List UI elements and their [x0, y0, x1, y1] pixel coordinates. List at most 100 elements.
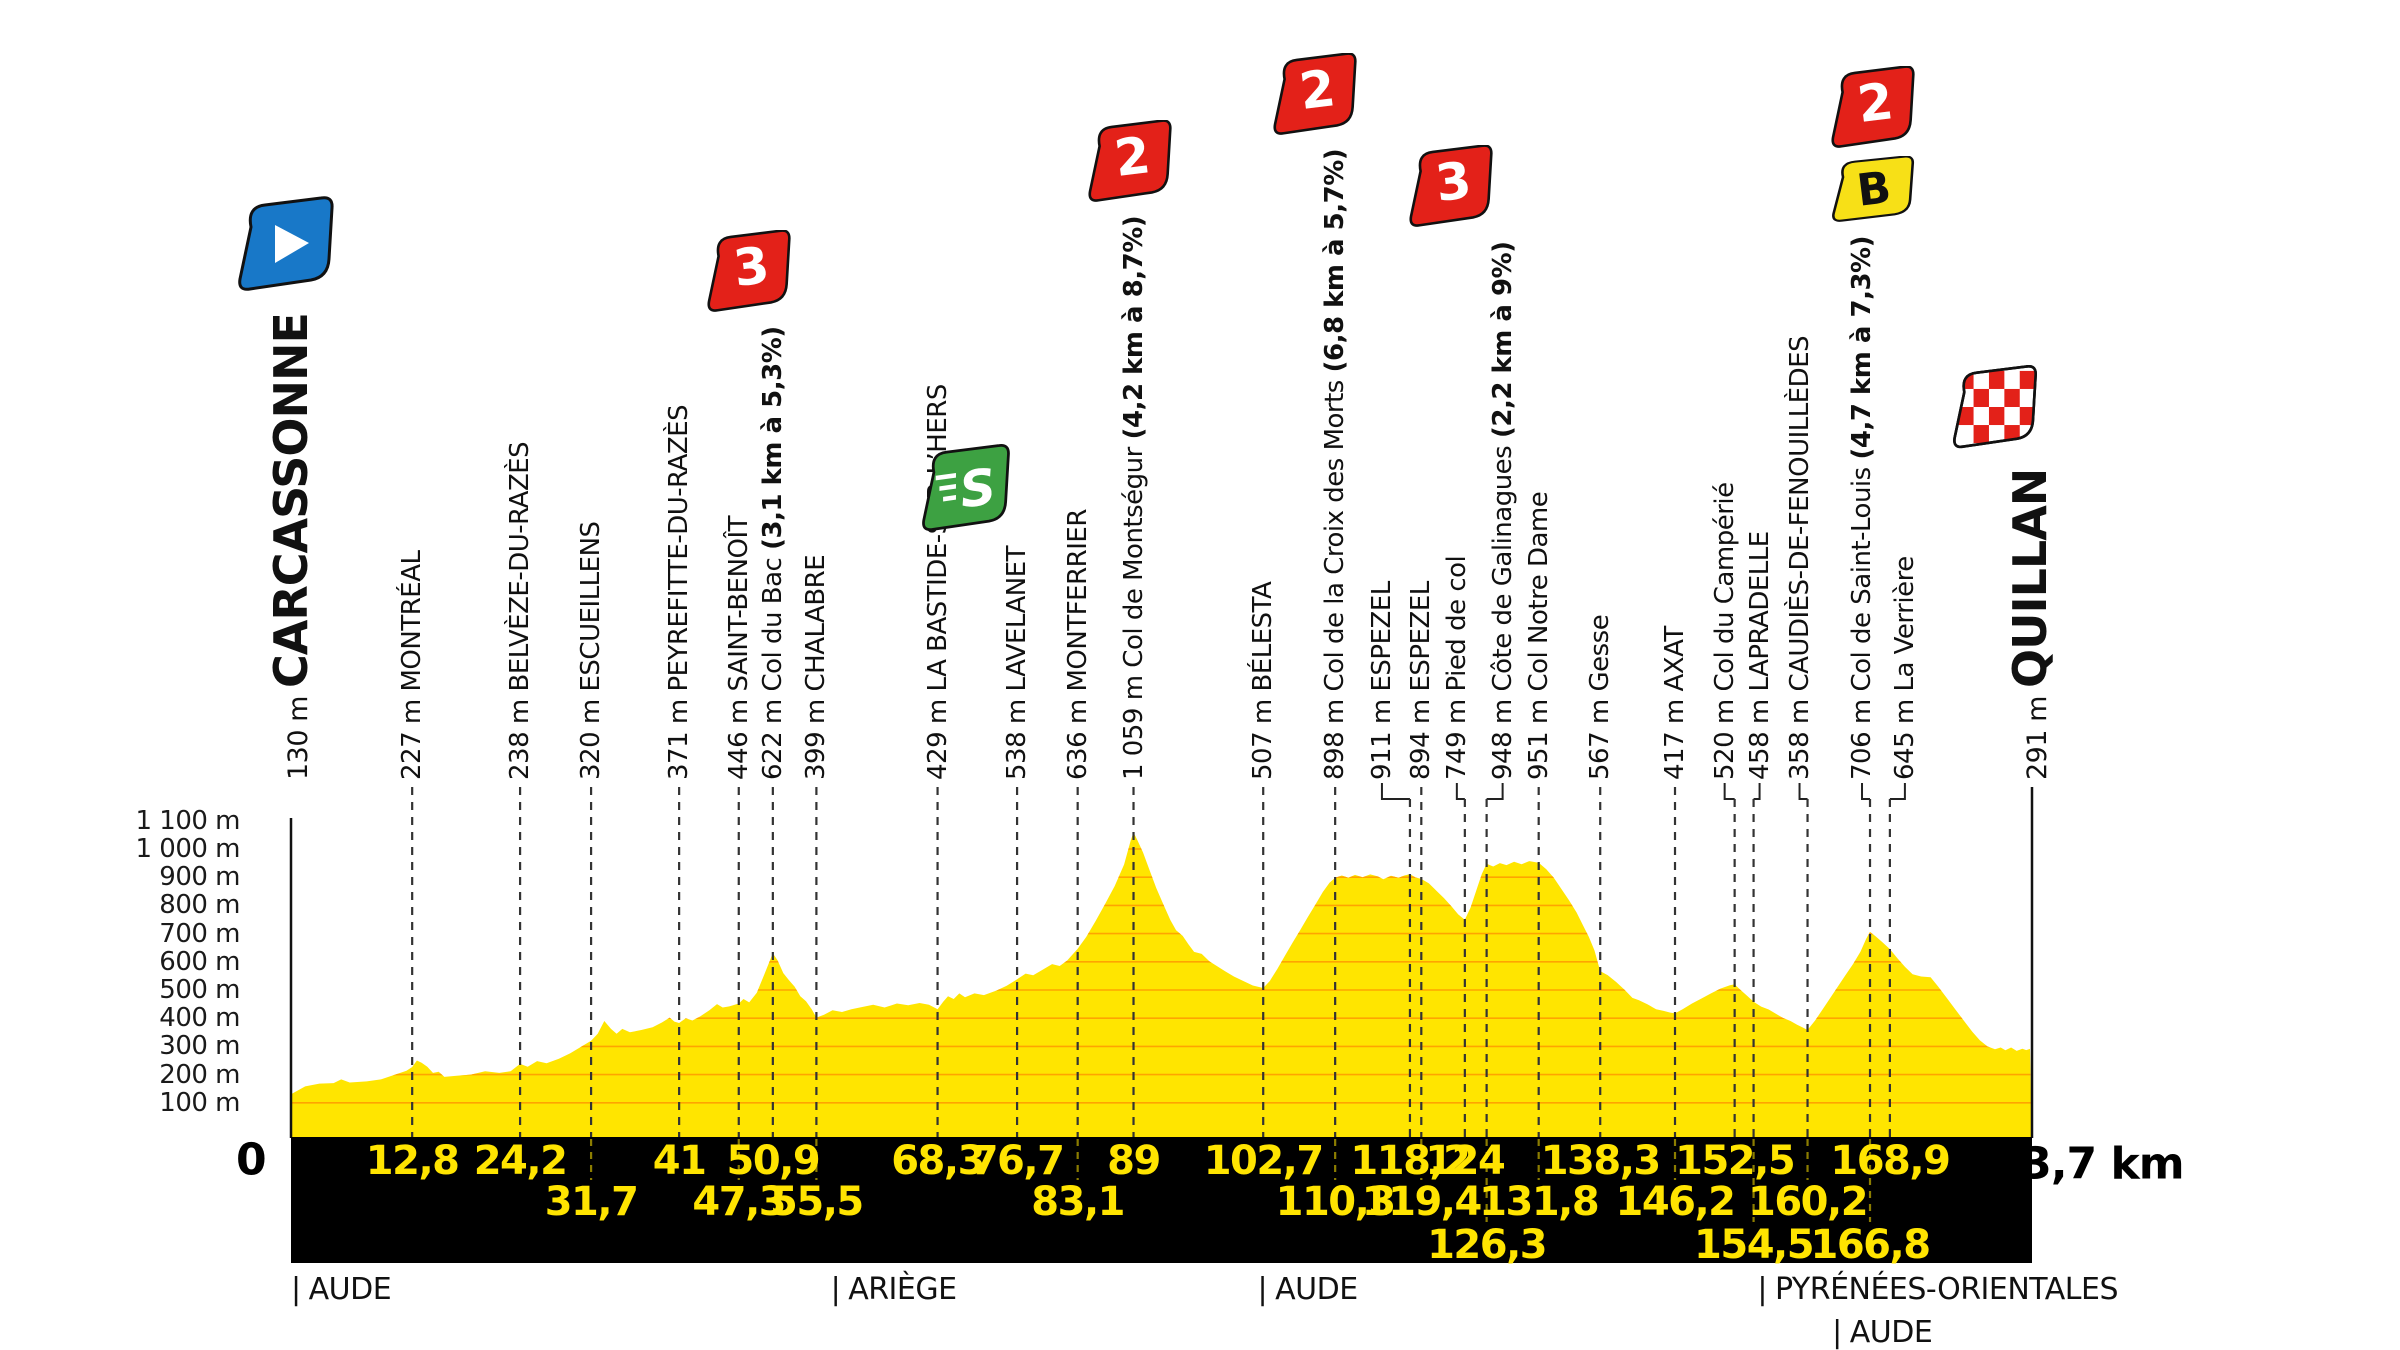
- y-axis-tick: 400 m: [159, 1003, 240, 1034]
- waypoint-name: LAVELANET: [1002, 545, 1033, 692]
- svg-text:2: 2: [1854, 71, 1896, 134]
- waypoint-altitude: 948 m: [1487, 691, 1518, 780]
- waypoint-altitude: 636 m: [1062, 691, 1093, 780]
- waypoint-name: AXAT: [1660, 626, 1690, 692]
- climb-detail: (4,2 km à 8,7%): [1118, 215, 1149, 440]
- km-tick-label: 126,3: [1427, 1222, 1548, 1268]
- waypoint-altitude: 238 m: [505, 691, 536, 780]
- waypoint-altitude: 749 m: [1441, 691, 1472, 780]
- waypoint-altitude: 645 m: [1889, 691, 1920, 780]
- waypoint-altitude: 622 m: [757, 691, 788, 780]
- km-tick-label: 168,9: [1830, 1138, 1951, 1184]
- waypoint-altitude: 130 m: [283, 687, 314, 780]
- bonus-seconds-badge: B: [1831, 156, 1917, 222]
- y-axis-tick: 700 m: [159, 918, 240, 949]
- waypoint-name: Gesse: [1585, 614, 1616, 692]
- start-flag-icon: [237, 195, 337, 293]
- svg-text:2: 2: [1111, 125, 1153, 188]
- waypoint-name: La Verrière: [1889, 556, 1920, 692]
- km-tick-label: 138,3: [1540, 1138, 1662, 1184]
- total-distance-label: 183,7 km: [1962, 1138, 2185, 1190]
- km-tick-label: 154,5: [1694, 1222, 1815, 1268]
- department-label: | PYRÉNÉES-ORIENTALES: [1757, 1272, 2118, 1307]
- km-tick-label: 55,5: [770, 1179, 864, 1225]
- km-tick-label: 166,8: [1810, 1222, 1932, 1268]
- waypoint-name: ESCUEILLENS: [576, 521, 607, 692]
- km-tick-label: 124: [1425, 1138, 1506, 1184]
- waypoint-altitude: 358 m: [1784, 691, 1815, 780]
- category-2-badge: 2: [1087, 120, 1175, 202]
- department-name: ARIÈGE: [848, 1272, 957, 1307]
- elevation-profile: [291, 832, 2032, 1137]
- department-label: | AUDE: [1832, 1315, 1933, 1350]
- waypoint-altitude: 371 m: [664, 691, 695, 780]
- km-tick-label: 68,3: [891, 1138, 985, 1184]
- department-name: AUDE: [1849, 1315, 1933, 1350]
- km-tick-label: 76,7: [970, 1138, 1065, 1184]
- km-tick-label: 31,7: [544, 1179, 639, 1225]
- km-tick-label: 110,3: [1275, 1179, 1397, 1225]
- waypoint-altitude: 1 059 m: [1118, 667, 1149, 780]
- svg-text:S: S: [957, 458, 1000, 520]
- waypoint-altitude: 227 m: [397, 691, 428, 780]
- y-axis-tick: 200 m: [159, 1059, 240, 1090]
- y-axis-tick: 500 m: [159, 975, 240, 1005]
- y-axis-tick: 900 m: [159, 862, 240, 893]
- waypoint-name: Côte de Galinagues: [1487, 438, 1518, 692]
- department-label: | ARIÈGE: [831, 1272, 957, 1307]
- svg-text:3: 3: [730, 235, 772, 298]
- waypoint-altitude: 417 m: [1660, 691, 1690, 780]
- waypoint-name: Col du Bac: [757, 549, 788, 692]
- department-label: | AUDE: [291, 1272, 392, 1307]
- department-border-tick: |: [830, 1272, 841, 1307]
- waypoint-name: PEYREFITTE-DU-RAZÈS: [664, 404, 695, 692]
- km-tick-label: 146,2: [1615, 1179, 1736, 1225]
- waypoint-altitude: 706 m: [1847, 691, 1878, 780]
- climb-detail: (2,2 km à 9%): [1487, 241, 1518, 438]
- waypoint-name: Col de la Croix des Morts: [1320, 372, 1351, 692]
- waypoint-name: CAUDIÈS-DE-FENOUILLÈDES: [1784, 335, 1815, 692]
- km-tick-label: 83,1: [1031, 1179, 1125, 1225]
- distance-band: [291, 1137, 2032, 1263]
- svg-text:2: 2: [1296, 58, 1338, 121]
- category-3-badge: 3: [706, 230, 794, 312]
- category-2-badge: 2: [1272, 53, 1360, 135]
- waypoint-name: Col de Montségur: [1118, 439, 1149, 668]
- waypoint-name: Pied de col: [1441, 555, 1472, 692]
- km-tick-label: 12,8: [365, 1138, 460, 1184]
- waypoint-altitude: 567 m: [1585, 691, 1616, 780]
- waypoint-label: 291 m QUILLAN: [2003, 469, 2316, 830]
- km-tick-label: 152,5: [1675, 1138, 1796, 1184]
- waypoint-name: LA BASTIDE-SUR-L’HERS: [922, 384, 953, 692]
- waypoint-altitude: 458 m: [1744, 691, 1775, 780]
- waypoint-name: QUILLAN: [2003, 468, 2057, 688]
- waypoint-altitude: 320 m: [576, 691, 607, 780]
- km-tick-label: 24,2: [473, 1138, 568, 1184]
- waypoint-altitude: 399 m: [801, 691, 832, 780]
- km-tick-label: 41: [652, 1138, 707, 1184]
- department-border-tick: |: [1757, 1272, 1767, 1307]
- waypoint-altitude: 894 m: [1406, 691, 1437, 780]
- waypoint-name: SAINT-BENOÎT: [723, 515, 754, 692]
- y-axis-tick: 300 m: [159, 1031, 240, 1062]
- waypoint-name: Col de Saint-Louis: [1847, 459, 1878, 692]
- department-label: | AUDE: [1258, 1272, 1359, 1307]
- department-border-tick: |: [1832, 1315, 1842, 1350]
- waypoint-altitude: 911 m: [1366, 691, 1397, 780]
- waypoint-name: MONTFERRIER: [1062, 509, 1093, 692]
- km-tick-label: 131,8: [1479, 1179, 1600, 1225]
- waypoint-name: LAPRADELLE: [1744, 531, 1775, 692]
- waypoint-name: CARCASSONNE: [264, 313, 318, 688]
- department-name: AUDE: [1275, 1272, 1358, 1307]
- climb-detail: (3,1 km à 5,3%): [757, 326, 788, 550]
- category-2-badge: 2: [1830, 66, 1918, 148]
- svg-text:3: 3: [1432, 150, 1474, 213]
- y-axis-tick: 1 000 m: [135, 834, 240, 864]
- waypoint-altitude: 520 m: [1709, 691, 1740, 780]
- waypoint-name: MONTRÉAL: [397, 550, 428, 692]
- waypoint-altitude: 507 m: [1248, 691, 1279, 780]
- km-tick-label: 50,9: [726, 1138, 820, 1184]
